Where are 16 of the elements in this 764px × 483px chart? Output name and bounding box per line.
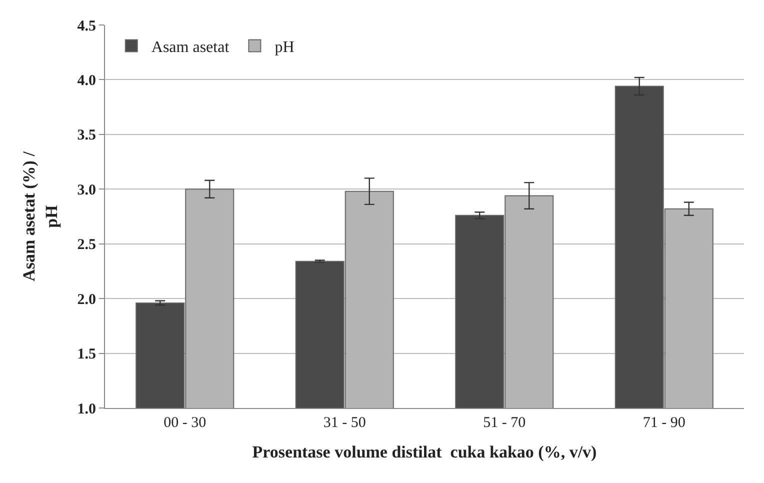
- legend-label: pH: [274, 38, 295, 56]
- y-tick-label: 2.5: [77, 237, 96, 254]
- y-tick-label: 1.5: [77, 346, 96, 363]
- y-tick-label: 4.0: [77, 72, 96, 89]
- y-tick-label: 3.5: [77, 128, 96, 144]
- x-axis-title: Prosentase volume distilat cuka kakao (%, v/v): [252, 442, 597, 462]
- y-tick-label: 3.0: [77, 182, 96, 198]
- x-tick-label: 00 - 30: [164, 415, 206, 431]
- y-tick-label: 4.5: [77, 18, 96, 34]
- y-tick-label: 1.0: [77, 401, 96, 418]
- y-tick-label: 2.0: [77, 292, 96, 308]
- x-tick-label: 31 - 50: [323, 415, 366, 431]
- y-axis-title: Asam asetat (%) / pH: [20, 151, 61, 282]
- x-tick-label: 71 - 90: [642, 415, 686, 431]
- legend-label: Asam asetat: [151, 38, 230, 56]
- x-tick-label: 51 - 70: [483, 415, 526, 431]
